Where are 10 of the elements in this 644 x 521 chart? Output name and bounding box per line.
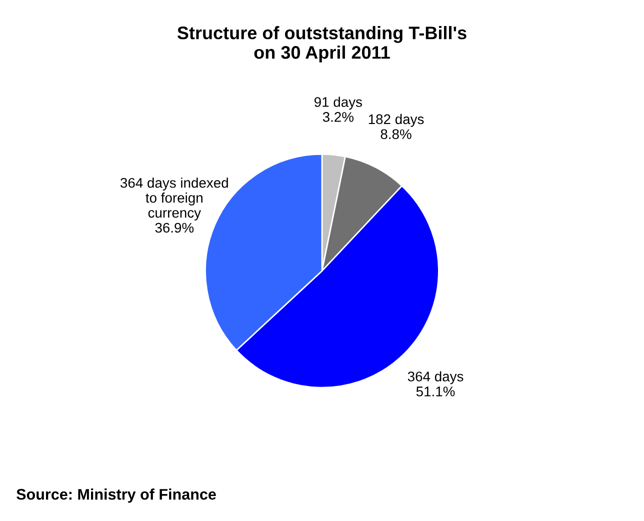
slice-label: 91 days: [314, 96, 362, 110]
data-label: 3.2%: [322, 112, 354, 122]
chart-title: Structure of outststanding T-Bill's on 30 April 2011: [177, 26, 466, 62]
data-label: 8.8%: [380, 129, 412, 140]
data-label: 36.9%: [155, 222, 194, 233]
slice-label: 364 days: [408, 371, 464, 384]
slice-label: 182 days: [368, 114, 424, 127]
slice-label: 364 days indexed to foreign currency: [120, 178, 228, 220]
source-note: Source: Ministry of Finance: [16, 488, 216, 503]
data-label: 51.1%: [416, 386, 455, 396]
